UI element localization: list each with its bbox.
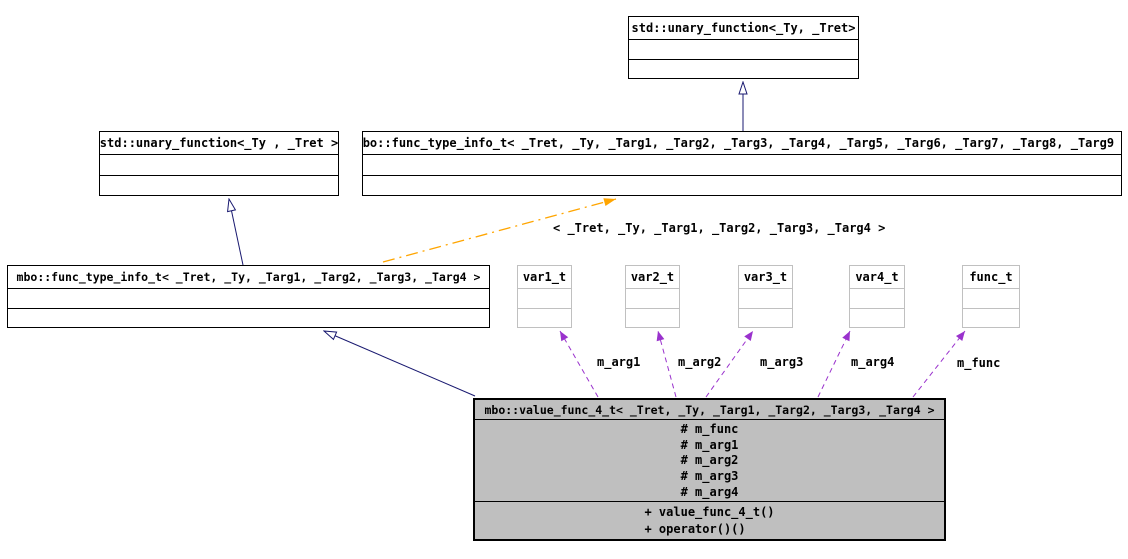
class-title: std::unary_function<_Ty , _Tret >	[100, 136, 338, 150]
methods-compartment	[629, 58, 858, 79]
usage-arrow-m-arg4	[817, 330, 851, 398]
attribute-m-arg2: # m_arg2	[680, 453, 739, 468]
class-title: func_t	[969, 270, 1013, 284]
methods-compartment	[8, 307, 489, 328]
attribute-m-func: # m_func	[680, 421, 739, 436]
usage-edge-label-m-arg3: m_arg3	[760, 355, 804, 369]
methods-compartment	[518, 307, 571, 328]
class-title: std::unary_function<_Ty, _Tret>	[631, 21, 856, 35]
usage-edge-label-m-func: m_func	[957, 356, 1001, 370]
class-node-std-unary-function-top[interactable]: std::unary_function<_Ty, _Tret>	[628, 16, 859, 79]
usage-edge-label-m-arg4: m_arg4	[851, 355, 895, 369]
class-node-var3-t[interactable]: var3_t	[738, 265, 793, 328]
attributes-compartment	[518, 288, 571, 308]
methods-compartment: + value_func_4_t() + operator()()	[475, 501, 944, 539]
class-node-func-t[interactable]: func_t	[962, 265, 1020, 328]
attributes-compartment	[100, 154, 338, 175]
template-args-edge-label: < _Tret, _Ty, _Targ1, _Targ2, _Targ3, _T…	[553, 221, 886, 235]
usage-arrow-m-arg2	[656, 330, 677, 398]
methods-compartment	[363, 174, 1121, 196]
attribute-m-arg4: # m_arg4	[680, 485, 739, 500]
methods-compartment	[626, 307, 679, 328]
class-node-value-func-4-t[interactable]: mbo::value_func_4_t< _Tret, _Ty, _Targ1,…	[473, 398, 946, 541]
attributes-compartment	[626, 288, 679, 308]
inheritance-arrow-value-func-to-func-type-info6	[324, 331, 476, 397]
attributes-compartment	[850, 288, 904, 308]
methods-compartment	[963, 307, 1019, 328]
class-node-var2-t[interactable]: var2_t	[625, 265, 680, 328]
attributes-compartment	[739, 288, 792, 308]
inheritance-arrow-func-type-info6-to-unary-left	[229, 199, 244, 266]
attributes-compartment	[363, 154, 1121, 175]
class-title: var2_t	[630, 270, 675, 284]
attribute-m-arg3: # m_arg3	[680, 469, 739, 484]
class-title: mbo::func_type_info_t< _Tret, _Ty, _Targ…	[16, 270, 481, 284]
attributes-compartment	[963, 288, 1019, 308]
class-title: var3_t	[743, 270, 788, 284]
class-title: var4_t	[855, 270, 899, 284]
methods-compartment	[739, 307, 792, 328]
attributes-compartment	[8, 288, 489, 308]
method-operator-call: + operator()()	[644, 521, 746, 536]
class-node-func-type-info-t-11[interactable]: mbo::func_type_info_t< _Tret, _Ty, _Targ…	[362, 131, 1122, 196]
class-title: var1_t	[522, 270, 567, 284]
usage-edge-label-m-arg2: m_arg2	[678, 355, 722, 369]
method-constructor: + value_func_4_t()	[644, 504, 775, 519]
attributes-compartment	[629, 39, 858, 59]
class-title: mbo::func_type_info_t< _Tret, _Ty, _Targ…	[363, 136, 1121, 150]
class-node-std-unary-function-left[interactable]: std::unary_function<_Ty , _Tret >	[99, 131, 339, 196]
methods-compartment	[100, 174, 338, 196]
attributes-compartment: # m_func # m_arg1 # m_arg2 # m_arg3 # m_…	[475, 419, 944, 501]
usage-edge-label-m-arg1: m_arg1	[597, 355, 641, 369]
class-node-var1-t[interactable]: var1_t	[517, 265, 572, 328]
methods-list: + value_func_4_t() + operator()()	[644, 504, 774, 538]
class-title: mbo::value_func_4_t< _Tret, _Ty, _Targ1,…	[484, 402, 935, 417]
attribute-m-arg1: # m_arg1	[680, 437, 739, 452]
class-node-var4-t[interactable]: var4_t	[849, 265, 905, 328]
methods-compartment	[850, 307, 904, 328]
class-node-func-type-info-t-6[interactable]: mbo::func_type_info_t< _Tret, _Ty, _Targ…	[7, 265, 490, 328]
usage-arrow-m-arg1	[559, 330, 599, 398]
